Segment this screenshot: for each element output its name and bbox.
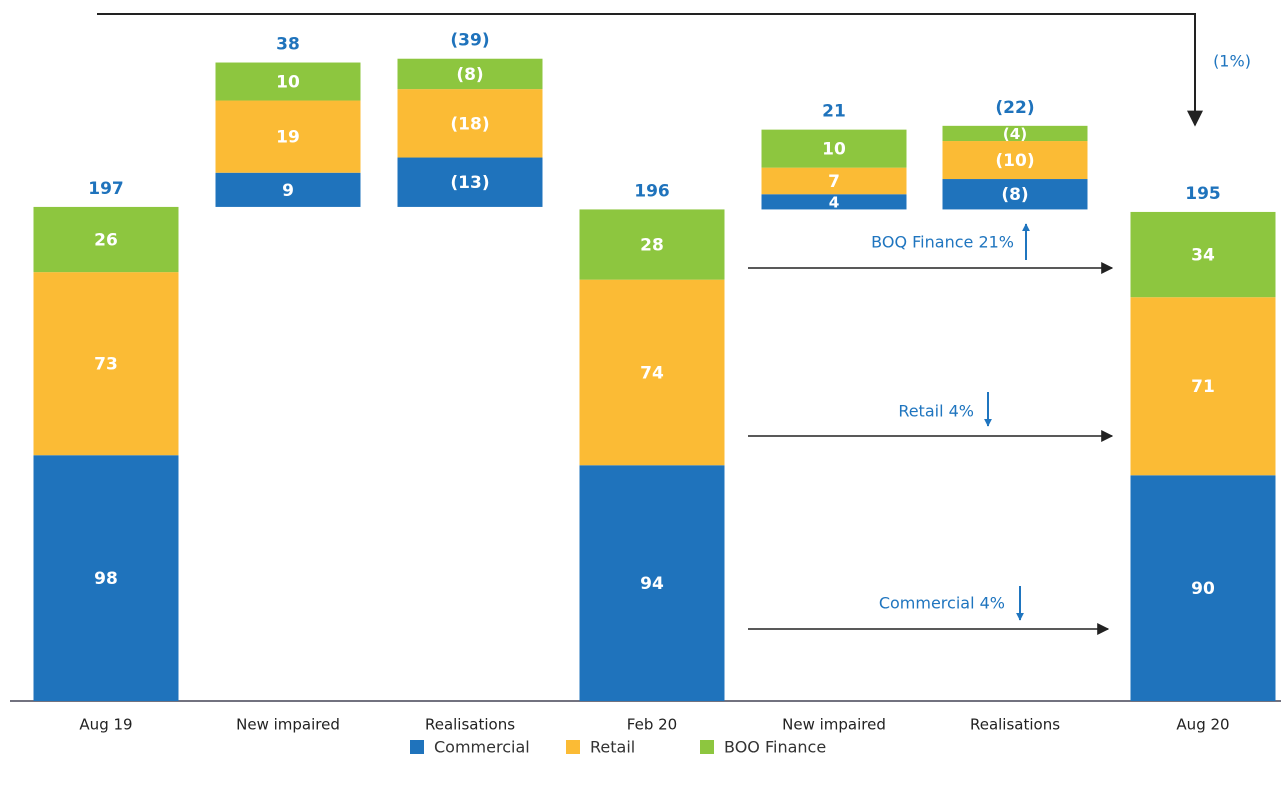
total-label: 38	[276, 35, 300, 55]
segment-label: (13)	[450, 173, 489, 193]
segment-label: 98	[94, 569, 118, 589]
annotation: BOQ Finance 21%	[871, 233, 1014, 252]
bar-segment	[579, 465, 725, 701]
bar-segment	[33, 455, 179, 701]
segment-label: 10	[276, 73, 300, 93]
segment-label: 19	[276, 128, 300, 148]
overall-change: (1%)	[1213, 52, 1251, 71]
segment-label: 90	[1191, 579, 1215, 599]
bar-segment	[397, 58, 543, 90]
bar-segment	[579, 279, 725, 466]
segment-label: (10)	[995, 151, 1034, 171]
bar-segment	[33, 206, 179, 273]
segment-label: 71	[1191, 377, 1215, 397]
bar-segment	[761, 129, 907, 168]
segment-label: 28	[640, 236, 664, 256]
bar-segment	[761, 167, 907, 195]
bar-segment	[942, 125, 1088, 142]
bar-segment	[1130, 211, 1276, 298]
bar-segment	[33, 272, 179, 456]
segment-label: (8)	[1001, 185, 1028, 205]
total-label: (39)	[450, 31, 489, 51]
bar-segment	[215, 62, 361, 101]
bar-segment	[215, 172, 361, 207]
x-tick-label: Aug 19	[79, 716, 132, 734]
legend-label: Commercial	[434, 738, 530, 757]
bar-segment	[761, 194, 907, 210]
segment-label: 73	[94, 355, 118, 375]
total-label: 21	[822, 102, 846, 122]
annotation: Retail 4%	[898, 402, 974, 421]
bar-segment	[942, 141, 1088, 180]
bar-segment	[215, 100, 361, 173]
segment-label: 34	[1191, 246, 1215, 266]
segment-label: 74	[640, 363, 664, 383]
x-tick-label: Aug 20	[1176, 716, 1229, 734]
bar-segment	[942, 179, 1088, 210]
bar-segment	[397, 157, 543, 207]
segment-label: 10	[822, 140, 846, 160]
annotation: Commercial 4%	[879, 594, 1005, 613]
overall-arrow	[97, 13, 1203, 127]
legend-swatch	[566, 740, 580, 754]
total-label: 195	[1185, 184, 1221, 204]
bar-segment	[1130, 475, 1276, 701]
legend-label: BOO Finance	[724, 738, 826, 757]
segment-label: 94	[640, 574, 664, 594]
x-tick-label: Realisations	[425, 716, 515, 734]
legend-swatch	[700, 740, 714, 754]
segment-label: (4)	[1003, 125, 1027, 143]
bar-segment	[1130, 297, 1276, 476]
segment-label: 26	[94, 231, 118, 251]
segment-label: 9	[282, 181, 294, 201]
segment-label: (18)	[450, 114, 489, 134]
segment-label: 4	[829, 193, 840, 211]
legend-swatch	[410, 740, 424, 754]
bar-segment	[397, 89, 543, 158]
legend-label: Retail	[590, 738, 635, 757]
x-tick-label: Feb 20	[627, 716, 677, 734]
x-tick-label: Realisations	[970, 716, 1060, 734]
total-label: (22)	[995, 98, 1034, 118]
x-tick-label: New impaired	[782, 716, 886, 734]
total-label: 196	[634, 181, 670, 201]
total-label: 197	[88, 179, 124, 199]
bar-segment	[579, 209, 725, 280]
segment-label: (8)	[456, 65, 483, 85]
x-tick-label: New impaired	[236, 716, 340, 734]
segment-label: 7	[828, 172, 840, 192]
